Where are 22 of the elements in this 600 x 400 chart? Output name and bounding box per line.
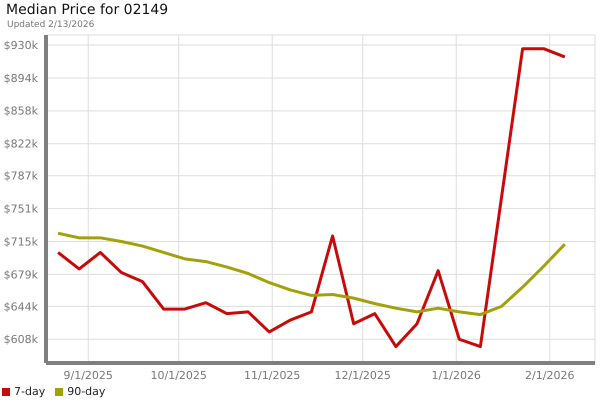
y-tick-label: $787k [4, 170, 39, 183]
line-series [56, 232, 566, 316]
chart-subtitle: Updated 2/13/2026 [7, 20, 94, 30]
y-tick-label: $930k [4, 38, 39, 52]
x-tick-label: 9/1/2025 [64, 368, 113, 382]
y-tick-label: $858k [4, 104, 39, 118]
y-tick-label: $751k [4, 202, 39, 216]
line-series [56, 47, 566, 348]
y-tick-label: $822k [4, 138, 39, 151]
chart-title: Median Price for 02149 [6, 2, 168, 18]
y-tick-label: $608k [4, 333, 39, 346]
x-tick-label: 12/1/2025 [334, 368, 391, 382]
y-tick-label: $644k [4, 300, 39, 314]
x-tick-label: 2/1/2026 [525, 368, 574, 382]
y-tick-label: $679k [4, 268, 39, 282]
y-tick-label: $894k [4, 72, 39, 85]
y-tick-label: $715k [4, 235, 39, 248]
x-tick-label: 10/1/2025 [150, 368, 207, 382]
x-tick-label: 11/1/2025 [244, 368, 300, 382]
x-tick-label: 1/1/2026 [432, 368, 481, 382]
legend-label: 7-day [14, 385, 46, 398]
legend-label: 90-day [67, 385, 106, 398]
